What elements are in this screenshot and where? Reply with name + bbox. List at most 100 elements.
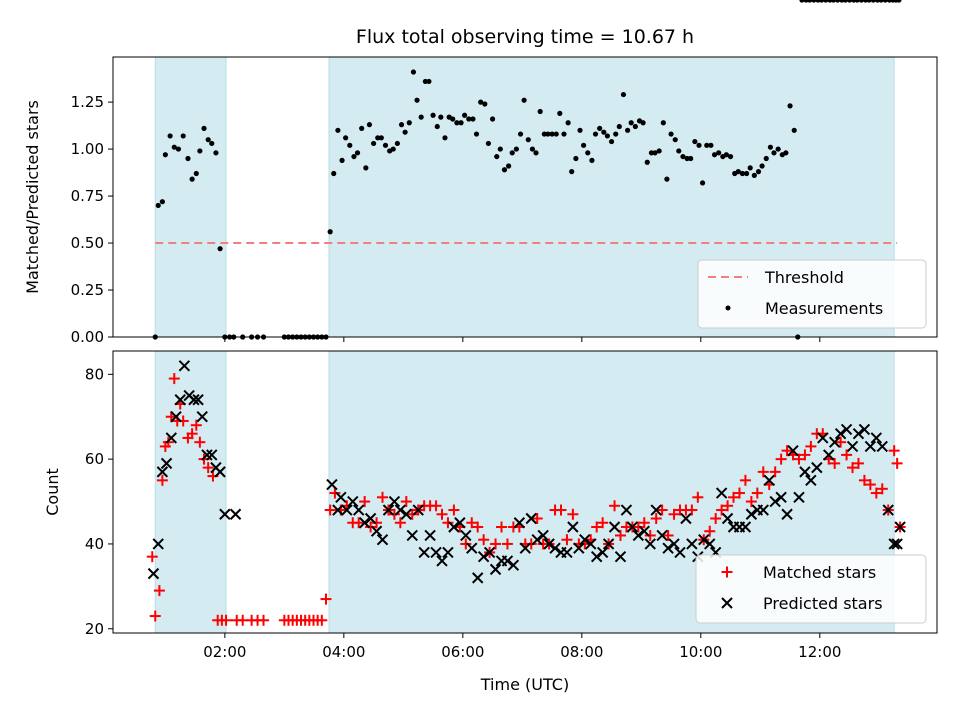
predicted-star-point — [596, 546, 609, 559]
measurement-point — [640, 120, 646, 126]
predicted-star-point — [170, 411, 182, 423]
x-tick-label: 08:00 — [560, 643, 603, 661]
measurement-point — [537, 108, 543, 115]
measurement-point — [501, 167, 508, 173]
predicted-star-point — [882, 504, 894, 516]
matched-star-point — [190, 419, 202, 431]
measurement-point — [751, 172, 757, 178]
measurement-point — [711, 152, 718, 158]
predicted-star-point — [674, 546, 686, 559]
predicted-star-point — [519, 542, 532, 554]
matched-star-point — [186, 428, 198, 440]
measurement-point — [213, 150, 219, 156]
bottom-legend: Matched stars Predicted stars — [695, 554, 927, 624]
measurement-point — [842, 0, 848, 3]
measurement-point — [652, 150, 658, 156]
matched-star-point — [704, 525, 716, 537]
predicted-star-point — [466, 542, 478, 554]
measurement-point — [704, 142, 710, 148]
measurement-point — [676, 148, 682, 154]
top-axes-frame — [112, 56, 938, 338]
measurement-point — [735, 169, 741, 175]
measurement-point — [616, 123, 622, 130]
predicted-star-point — [864, 440, 877, 453]
measurement-point — [656, 148, 662, 154]
measurement-point — [541, 131, 547, 137]
predicted-star-point — [799, 466, 811, 478]
matched-star-point — [324, 504, 336, 516]
measurement-point — [573, 155, 579, 162]
measurement-point — [418, 114, 424, 120]
matched-star-point — [650, 513, 662, 525]
predicted-star-point — [644, 538, 656, 550]
predicted-star-point — [632, 529, 645, 542]
predicted-star-point — [543, 538, 555, 550]
measurement-point — [478, 99, 484, 105]
predicted-star-point — [214, 466, 226, 478]
top-y-tick-label: 0.25 — [71, 281, 104, 299]
measurement-point — [331, 170, 337, 177]
predicted-star-point — [165, 432, 178, 444]
bottom-axis-ticks: 02:00 04:00 06:00 08:00 10:00 12:00 20 40 60 80 — [85, 365, 842, 661]
measurement-point — [347, 142, 353, 148]
measurement-point — [549, 131, 555, 137]
top-legend-box — [697, 259, 927, 329]
measurement-point — [339, 157, 345, 163]
predicted-star-point — [388, 495, 401, 508]
measurement-point — [406, 120, 412, 126]
predicted-star-point — [332, 504, 344, 516]
measurement-point — [402, 129, 408, 135]
matched-star-point — [388, 508, 400, 520]
matched-star-point — [153, 585, 165, 597]
measurement-point — [185, 155, 191, 162]
matched-star-point — [220, 614, 232, 626]
measurement-point — [410, 69, 417, 75]
measurement-point — [708, 142, 714, 148]
measurement-point — [180, 133, 186, 139]
bottom-panel: 02:00 04:00 06:00 08:00 10:00 12:00 20 40 60 80 C… — [43, 350, 938, 694]
matched-star-point — [377, 491, 389, 503]
measurement-point — [359, 125, 365, 132]
legend-predicted-marker — [721, 597, 733, 609]
predicted-star-point — [828, 436, 841, 448]
matched-star-point — [870, 487, 882, 499]
top-y-tick-label: 1.25 — [71, 93, 104, 111]
x-tick-label: 06:00 — [441, 643, 484, 661]
measurement-point — [744, 170, 750, 177]
measurement-point — [716, 150, 722, 156]
predicted-star-point — [745, 508, 758, 520]
measurement-point — [866, 0, 872, 3]
measurement-point — [517, 131, 524, 137]
predicted-star-point — [769, 495, 781, 508]
predicted-star-point — [341, 504, 353, 516]
measurement-point — [632, 123, 638, 130]
measurement-point — [197, 148, 203, 154]
predicted-star-point — [698, 533, 710, 546]
predicted-star-point — [781, 508, 793, 520]
measurement-point — [604, 133, 611, 139]
measurement-point — [569, 169, 575, 175]
matched-star-point — [371, 517, 383, 529]
measurement-point — [438, 114, 444, 120]
predicted-star-point — [626, 521, 639, 533]
predicted-star-point — [662, 542, 674, 554]
matched-star-point — [614, 529, 626, 541]
matched-star-point — [146, 551, 158, 563]
measurement-point — [458, 120, 464, 126]
matched-star-point — [775, 453, 787, 465]
chart-title: Flux total observing time = 10.67 h — [356, 26, 694, 48]
measurement-point — [382, 142, 389, 148]
predicted-star-point — [846, 440, 859, 453]
predicted-star-point — [364, 512, 377, 525]
measurement-point — [489, 116, 496, 122]
measurement-point — [613, 131, 619, 137]
measurement-point — [660, 120, 666, 126]
measurement-point — [759, 163, 765, 169]
bottom-legend-box — [695, 554, 927, 624]
predicted-star-point — [201, 449, 213, 461]
predicted-star-point — [686, 538, 698, 550]
predicted-star-point — [668, 538, 680, 550]
measurement-point — [854, 0, 860, 3]
measurement-point — [648, 150, 655, 156]
